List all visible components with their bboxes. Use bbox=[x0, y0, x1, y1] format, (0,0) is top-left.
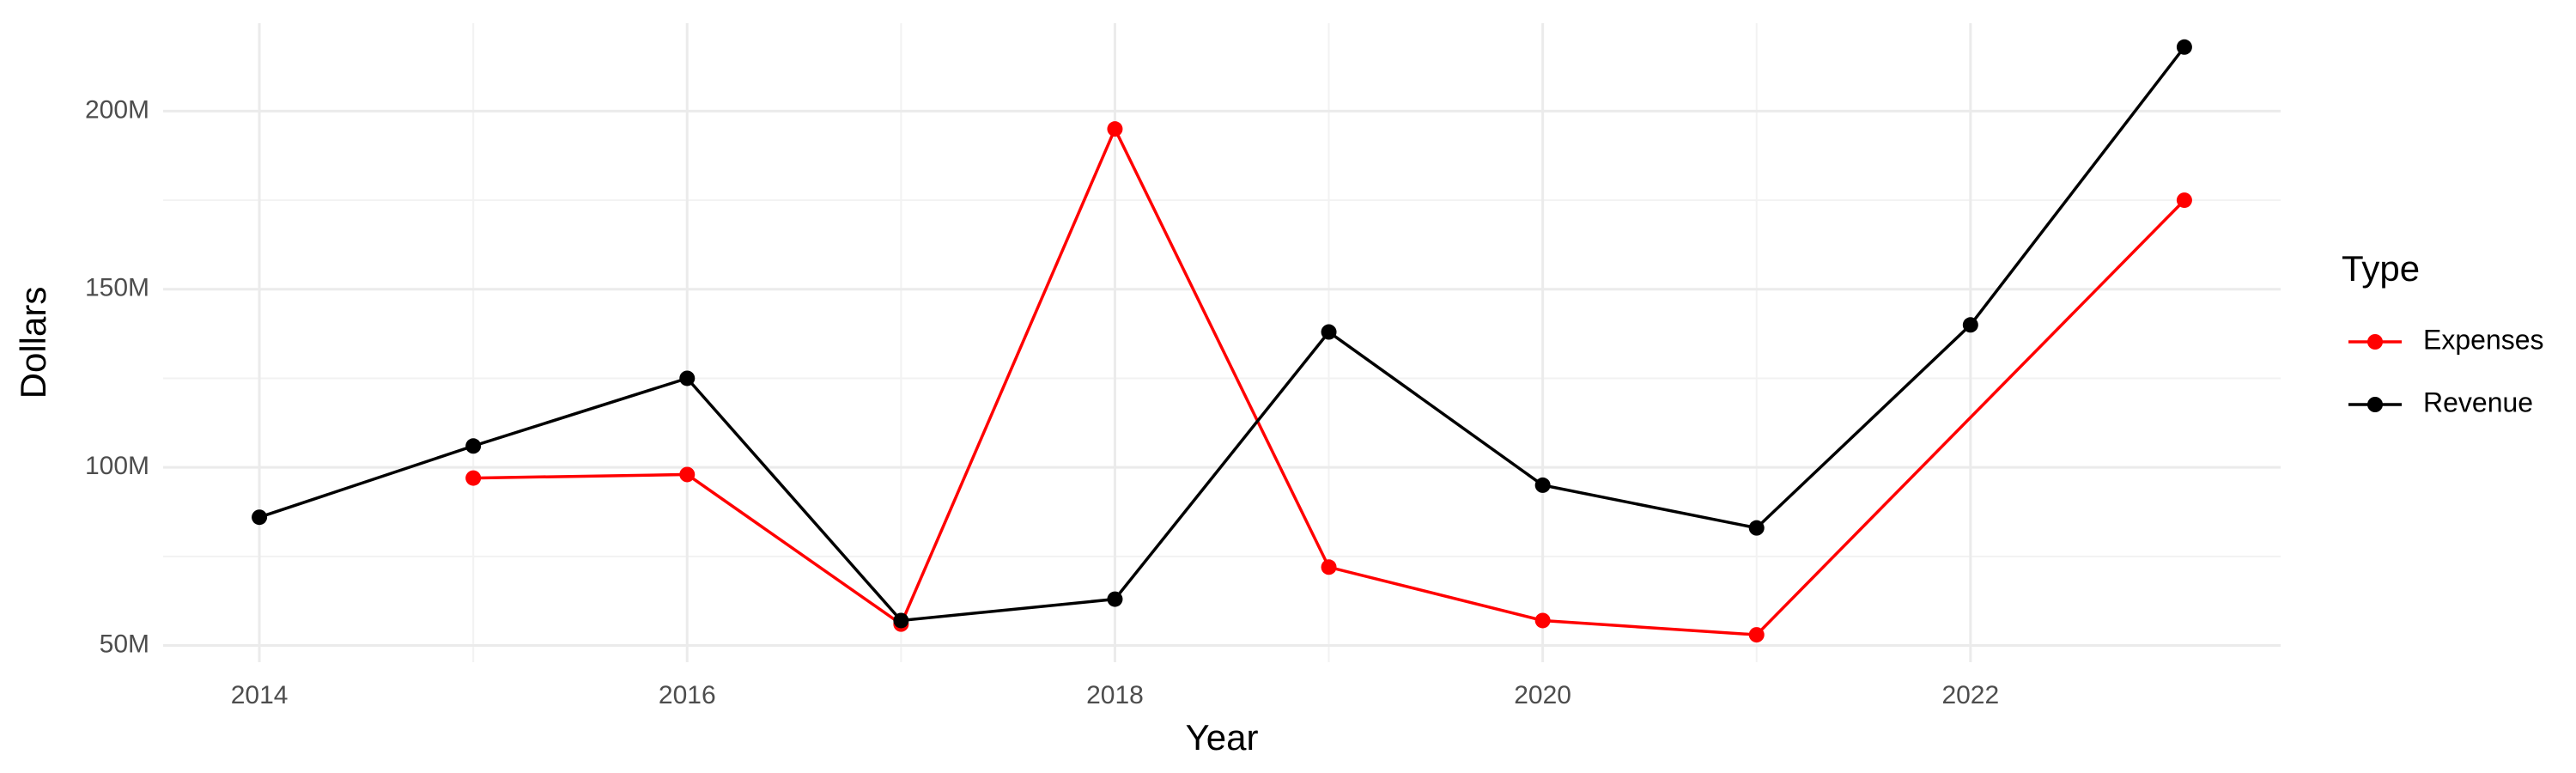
data-point bbox=[2176, 39, 2192, 55]
data-point bbox=[1321, 324, 1337, 340]
legend-key-point bbox=[2367, 397, 2383, 412]
series-line bbox=[473, 125, 2186, 636]
data-point bbox=[679, 370, 696, 386]
x-tick-label: 2014 bbox=[231, 681, 289, 709]
y-tick-label: 100M bbox=[85, 452, 149, 480]
series-line bbox=[258, 46, 2186, 623]
x-tick-label: 2018 bbox=[1086, 681, 1144, 709]
data-point bbox=[1962, 317, 1978, 333]
legend-key-point bbox=[2367, 334, 2383, 350]
data-point bbox=[679, 466, 696, 483]
x-tick-label: 2020 bbox=[1514, 681, 1571, 709]
data-point bbox=[1107, 121, 1123, 137]
legend-label: Revenue bbox=[2423, 386, 2533, 417]
data-point bbox=[893, 612, 909, 629]
x-tick-label: 2022 bbox=[1941, 681, 1999, 709]
y-axis-title: Dollars bbox=[13, 287, 53, 399]
data-point bbox=[465, 438, 482, 454]
data-point bbox=[1748, 520, 1765, 536]
data-point bbox=[1321, 559, 1337, 575]
y-tick-label: 200M bbox=[85, 95, 149, 124]
data-point bbox=[252, 509, 268, 526]
legend-title: Type bbox=[2342, 248, 2420, 289]
x-axis-title: Year bbox=[1186, 717, 1259, 758]
x-tick-label: 2016 bbox=[659, 681, 716, 709]
legend-label: Expenses bbox=[2423, 324, 2544, 355]
y-tick-label: 50M bbox=[100, 630, 149, 658]
data-point bbox=[2176, 192, 2192, 209]
data-point bbox=[465, 470, 482, 486]
data-point bbox=[1534, 612, 1551, 629]
data-point bbox=[1748, 627, 1765, 643]
y-tick-label: 150M bbox=[85, 274, 149, 302]
data-point bbox=[1534, 477, 1551, 493]
data-point bbox=[1107, 591, 1123, 607]
